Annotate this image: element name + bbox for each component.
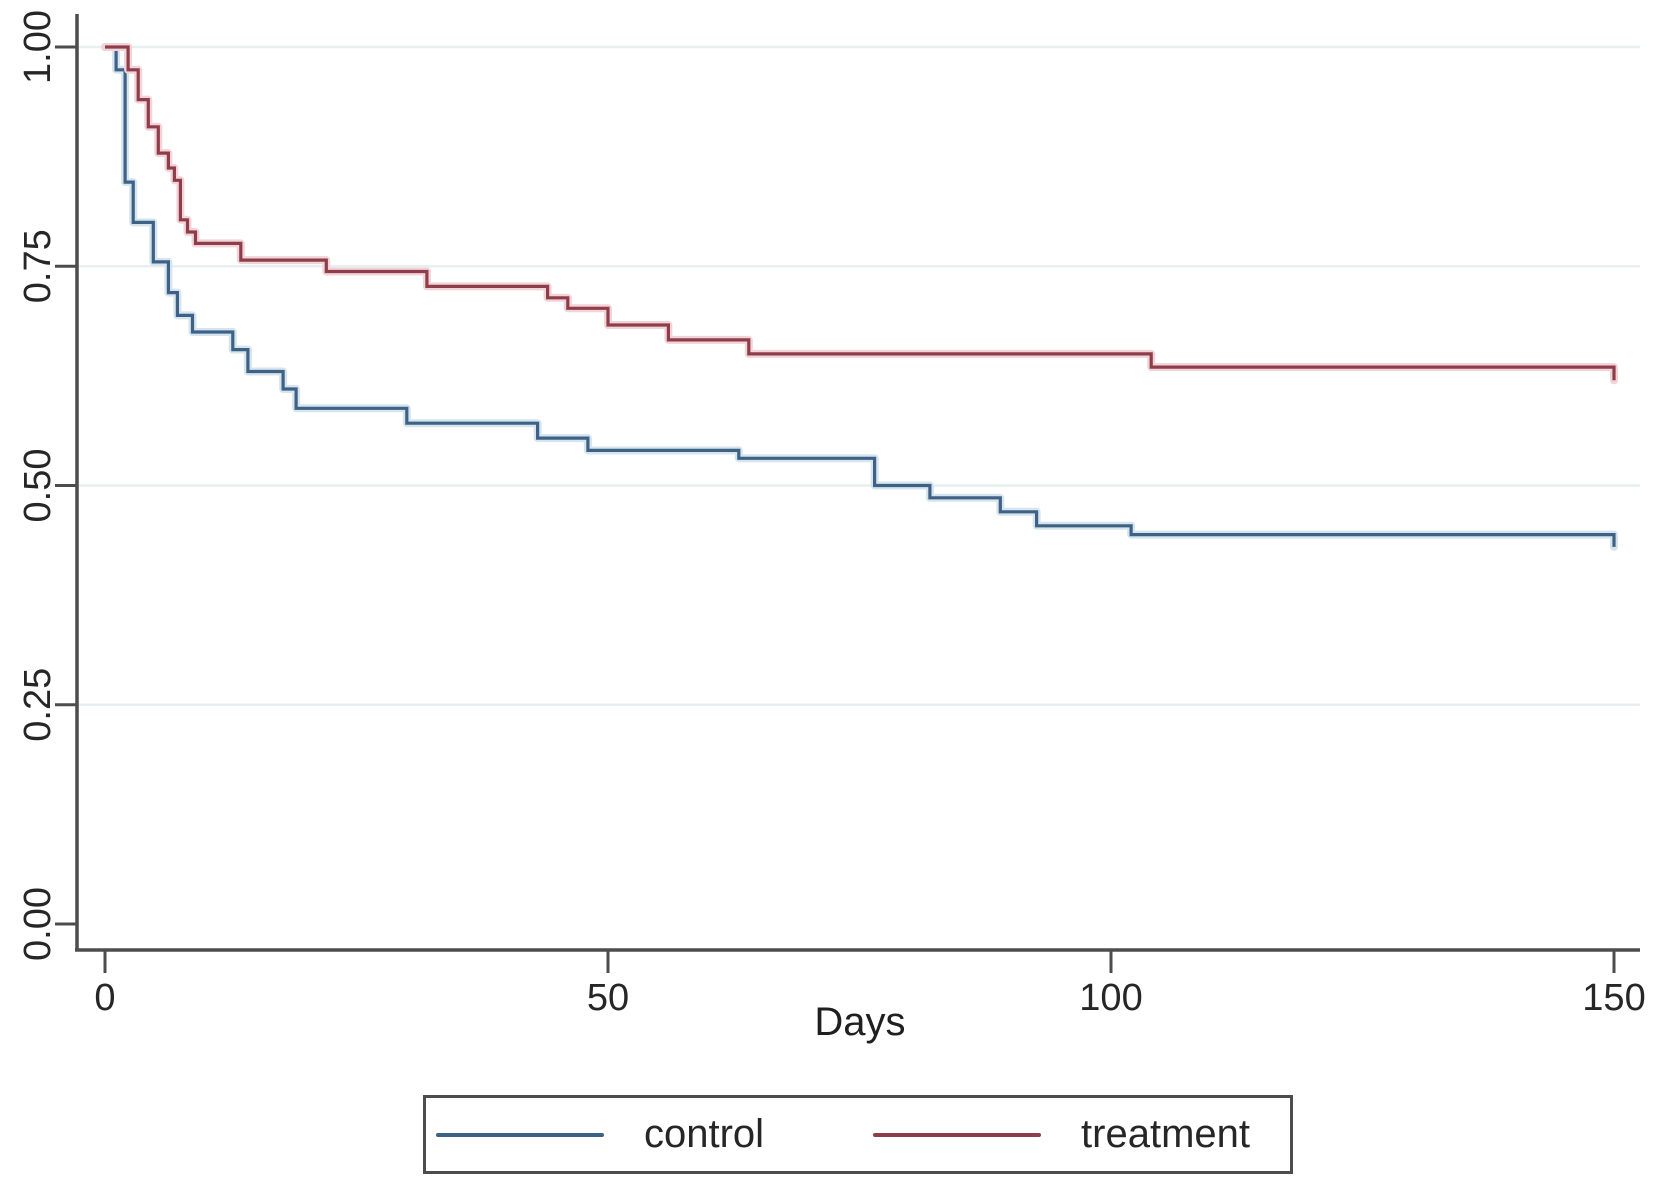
control-line-sample	[436, 1132, 604, 1137]
y-tick-label: 0.25	[17, 668, 59, 742]
y-tick-label: 0.75	[17, 229, 59, 303]
y-tick-label: 0.00	[17, 887, 59, 961]
treatment-line-sample	[873, 1132, 1042, 1137]
x-tick-label: 50	[587, 977, 629, 1019]
legend-item-control: control	[436, 1112, 764, 1157]
series-halo-treatment	[101, 43, 1618, 385]
series-halo-control	[101, 43, 1618, 551]
series-path-treatment	[105, 45, 1616, 381]
x-tick-label: 150	[1582, 977, 1645, 1019]
legend-label-control: control	[644, 1112, 765, 1156]
x-axis-title: Days	[814, 1000, 906, 1044]
series-path-control	[105, 45, 1616, 547]
km-plot: 0.00 0.25 0.50 0.75 1.00 0 50 100 150	[17, 10, 1646, 1019]
y-tick-label: 0.50	[17, 449, 59, 523]
legend-item-treatment: treatment	[873, 1112, 1250, 1157]
x-tick-label: 100	[1079, 977, 1142, 1019]
y-tick-label: 1.00	[17, 10, 59, 84]
legend-box: control treatment	[423, 1095, 1293, 1174]
legend-label-treatment: treatment	[1081, 1112, 1250, 1156]
x-tick-label: 0	[94, 977, 115, 1019]
